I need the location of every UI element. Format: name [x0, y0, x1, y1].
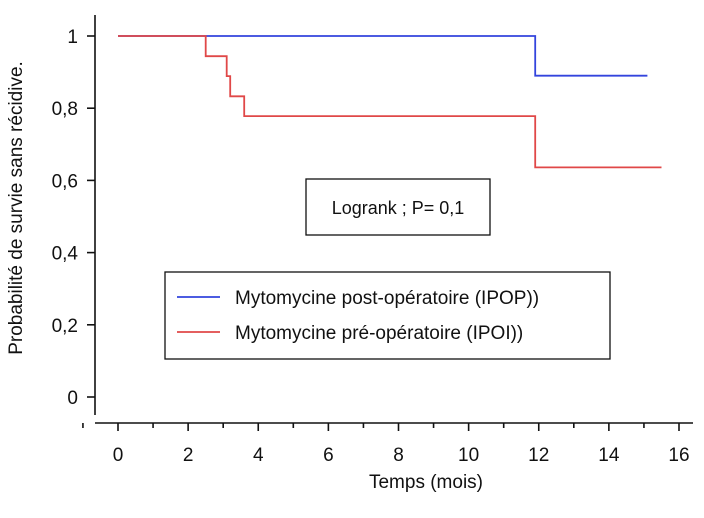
- x-tick-label: 6: [323, 445, 334, 466]
- logrank-box: Logrank ; P= 0,1: [305, 178, 491, 236]
- series-layer: [118, 35, 662, 169]
- y-tick-label: 0,4: [52, 244, 79, 265]
- x-axis-title: Temps (mois): [369, 472, 483, 493]
- x-tick-label: 14: [598, 445, 620, 466]
- x-tick-label: 12: [528, 445, 549, 466]
- y-ticks: 0 0,2 0,4 0,6 0,8 1: [52, 27, 95, 409]
- legend-label-post-op: Mytomycine post-opératoire (IPOP)): [235, 288, 539, 309]
- axes: [94, 15, 693, 424]
- legend-box: [164, 271, 611, 360]
- x-tick-label: 10: [458, 445, 479, 466]
- y-tick-label: 0: [67, 388, 78, 409]
- series-line-1: [118, 35, 662, 169]
- y-tick-label: 1: [67, 27, 78, 48]
- x-tick-label: 4: [253, 445, 264, 466]
- y-axis-title: Probabilité de survie sans récidive.: [6, 61, 27, 355]
- x-tick-label: 16: [668, 445, 689, 466]
- x-ticks: 0 2 4 6 8 10 12 14 16: [82, 423, 690, 466]
- legend-label-pre-op: Mytomycine pré-opératoire (IPOI)): [235, 323, 523, 344]
- y-tick-label: 0,2: [52, 316, 78, 337]
- x-tick-label: 8: [393, 445, 404, 466]
- x-tick-label: 2: [183, 445, 194, 466]
- legend: Mytomycine post-opératoire (IPOP)) Mytom…: [164, 271, 611, 360]
- y-tick-label: 0,8: [52, 99, 78, 120]
- series-line-0: [118, 35, 648, 77]
- logrank-text: Logrank ; P= 0,1: [332, 198, 465, 218]
- x-tick-label: 0: [113, 445, 124, 466]
- y-tick-label: 0,6: [52, 171, 78, 192]
